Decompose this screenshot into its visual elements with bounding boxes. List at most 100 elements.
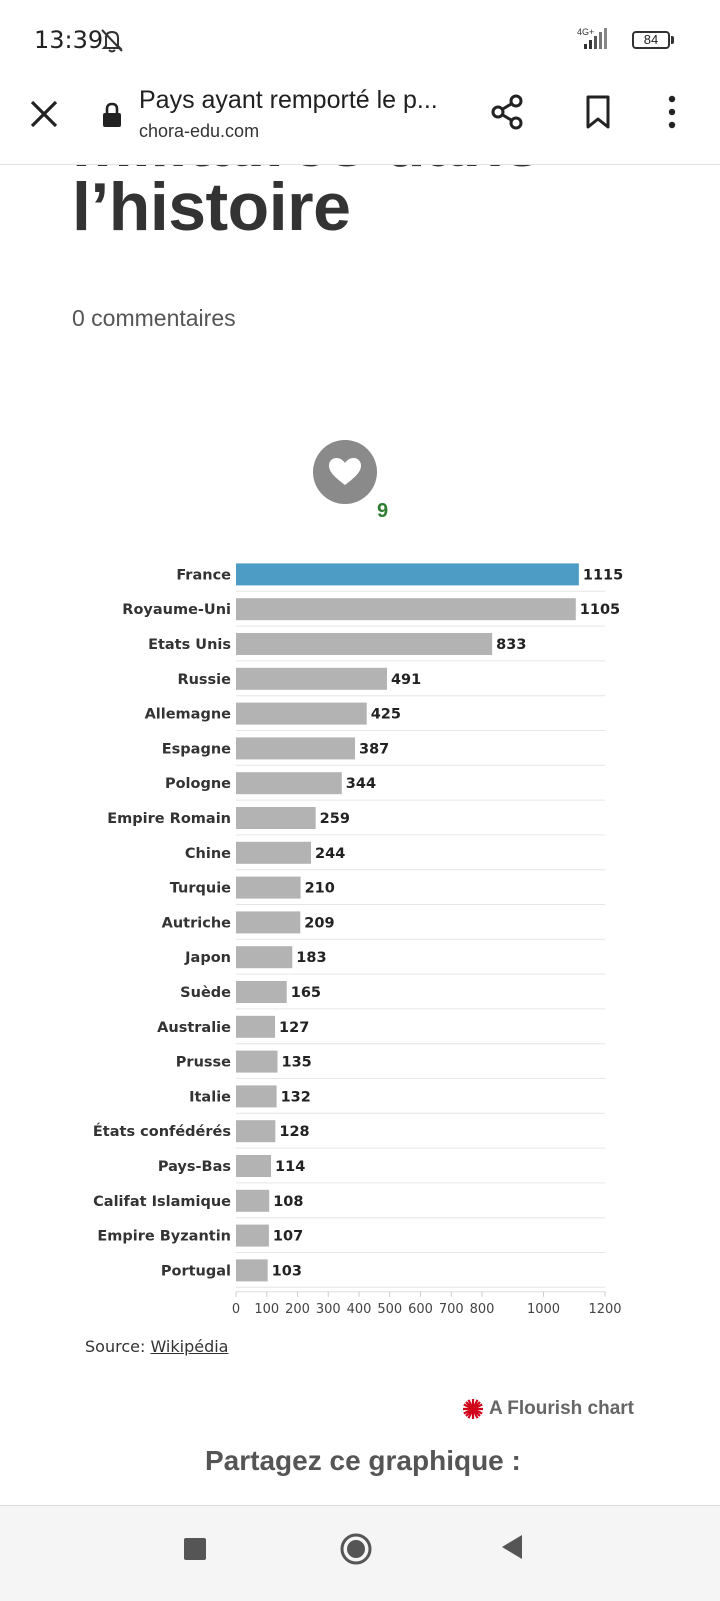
browser-toolbar: Pays ayant remporté le p... chora-edu.co… [0,78,720,165]
category-label: Italie [189,1089,231,1105]
bar [236,633,493,655]
category-label: Turquie [170,881,231,897]
category-label: États confédérés [93,1123,231,1140]
category-label: Japon [184,950,231,966]
value-label: 1115 [583,567,623,583]
x-tick-label: 0 [232,1302,240,1317]
value-label: 259 [320,811,350,827]
network-type: 4G+ [577,27,595,37]
like-button[interactable] [313,440,377,504]
flourish-logo-icon [463,1399,483,1419]
category-label: Australie [157,1020,231,1036]
battery-level: 84 [643,32,659,47]
x-tick-label: 500 [377,1302,402,1317]
bar-chart: France 1115 Royaume-Uni 1105 Etats Unis 833 Ru… [93,563,623,1317]
value-label: 103 [272,1263,302,1279]
value-label: 1105 [580,602,620,618]
bar [236,1155,272,1177]
bar [236,1259,268,1282]
close-icon[interactable] [24,94,64,134]
value-label: 183 [296,950,326,966]
recent-apps-icon[interactable] [184,1538,206,1560]
status-bar: 13:39 4G+ 84 [0,0,720,78]
like-count: 9 [377,500,389,522]
bar [236,911,301,934]
category-label: Empire Romain [107,811,231,827]
value-label: 128 [279,1124,309,1140]
more-options-icon[interactable] [660,92,684,132]
value-label: 108 [273,1194,303,1210]
heading-line-2: l’histoire [72,169,351,245]
heart-icon [329,458,361,485]
bar [236,737,356,760]
bar [236,772,342,795]
page-title[interactable]: Pays ayant remporté le p... [139,86,438,114]
category-label: Portugal [161,1263,231,1279]
page-domain[interactable]: chora-edu.com [139,121,260,141]
x-tick-label: 100 [254,1302,279,1317]
bar [236,667,387,690]
x-tick-label: 600 [408,1302,433,1317]
bar [236,702,367,725]
value-label: 165 [291,985,321,1001]
source-link[interactable]: Wikipédia [150,1337,229,1356]
category-label: Pays-Bas [158,1159,231,1175]
battery-icon: 84 [632,31,670,49]
x-tick-label: 400 [347,1302,372,1317]
value-label: 135 [282,1055,312,1071]
bar [236,598,576,621]
lock-icon [103,102,121,127]
status-time: 13:39 [34,26,104,54]
category-label: France [176,567,231,583]
value-label: 127 [279,1020,309,1036]
system-navigation-bar [0,1505,720,1601]
bar [236,876,301,899]
category-label: Espagne [162,741,231,757]
value-label: 244 [315,846,345,862]
category-label: Califat Islamique [93,1194,231,1210]
value-label: 132 [281,1089,311,1105]
value-label: 387 [359,741,389,757]
value-label: 107 [273,1229,303,1245]
value-label: 114 [275,1159,305,1175]
x-tick-label: 800 [470,1302,495,1317]
value-label: 210 [305,881,335,897]
bar [236,807,316,829]
bar [236,1050,278,1073]
bar [236,1120,276,1143]
bookmark-icon[interactable] [578,92,618,132]
bar [236,981,287,1003]
category-label: Empire Byzantin [97,1229,231,1245]
home-icon[interactable] [339,1532,373,1566]
category-label: Russie [177,672,231,688]
bar [236,563,579,586]
heading-line-1: militaires dans [72,165,541,177]
article-heading: militaires dans l’histoire [72,165,692,283]
bar [236,841,312,864]
flourish-label: A Flourish chart [489,1398,634,1419]
back-icon[interactable] [500,1533,524,1561]
share-icon[interactable] [488,92,528,132]
flourish-credit[interactable]: A Flourish chart [462,1398,634,1420]
bar [236,1015,276,1038]
article-content: militaires dans l’histoire 0 commentaire… [0,165,720,1505]
signal-icon [584,28,607,49]
x-tick-label: 200 [285,1302,310,1317]
category-label: Suède [180,985,231,1001]
battery-tip [671,36,674,44]
value-label: 344 [346,776,376,792]
x-tick-label: 1000 [527,1302,560,1317]
comments-count[interactable]: 0 commentaires [72,305,236,331]
bar [236,1189,270,1212]
share-heading: Partagez ce graphique : [205,1445,521,1476]
value-label: 425 [371,707,401,723]
source-note: Source: Wikipédia [85,1337,228,1356]
category-label: Allemagne [145,707,232,723]
category-label: Etats Unis [148,637,231,653]
bar [236,946,293,969]
x-tick-label: 1200 [588,1302,621,1317]
x-tick-label: 300 [316,1302,341,1317]
value-label: 833 [496,637,526,653]
source-label: Source: [85,1337,151,1356]
value-label: 491 [391,672,421,688]
